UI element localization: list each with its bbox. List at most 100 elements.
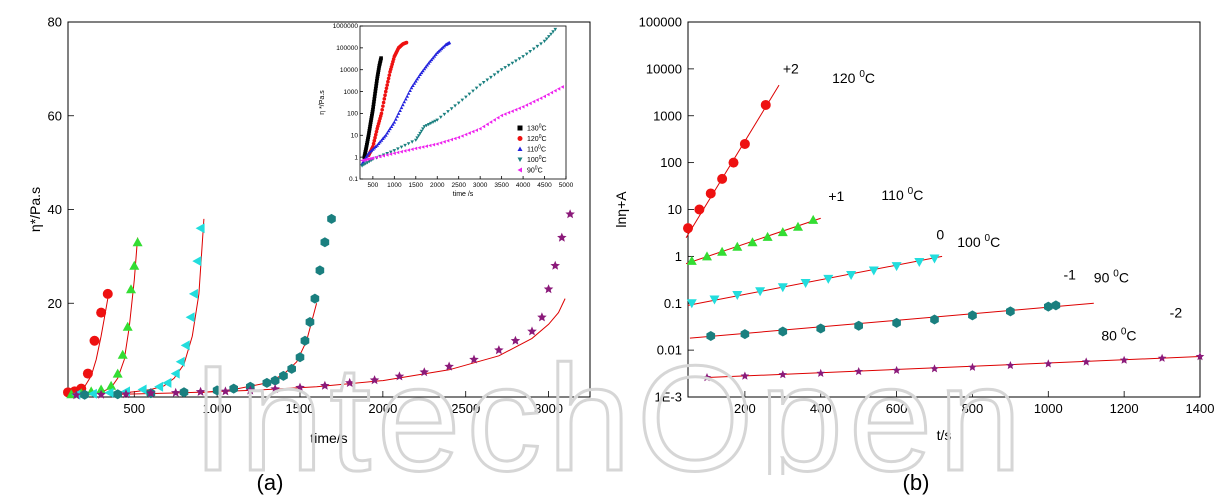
inset-point-100 bbox=[499, 68, 504, 72]
inset-point-130 bbox=[364, 144, 369, 149]
b-point-80 bbox=[740, 371, 750, 380]
a-point-80 bbox=[171, 387, 181, 397]
inset-legend-label: 1300C bbox=[527, 124, 547, 133]
inset-point-130 bbox=[370, 109, 375, 114]
inset-point-100 bbox=[481, 81, 486, 85]
b-temp-label: 120 0C bbox=[832, 69, 875, 86]
b-temp-label: 80 0C bbox=[1101, 327, 1136, 344]
a-point-100 bbox=[154, 381, 164, 392]
inset-point-110 bbox=[389, 124, 394, 128]
a-point-110 bbox=[129, 260, 140, 270]
b-point-110 bbox=[762, 231, 773, 241]
inset-point-100 bbox=[426, 123, 431, 127]
a-point-100 bbox=[170, 368, 180, 379]
inset-ytick-label: 1 bbox=[354, 154, 358, 161]
b-point-80 bbox=[1119, 355, 1129, 364]
inset-point-90 bbox=[435, 142, 439, 146]
b-offset-label: -1 bbox=[1063, 267, 1076, 283]
inset-point-120 bbox=[381, 104, 385, 108]
inset-point-90 bbox=[446, 138, 450, 143]
inset-point-100 bbox=[399, 145, 404, 149]
inset-point-100 bbox=[442, 112, 447, 117]
inset-point-90 bbox=[539, 96, 543, 100]
a-point-100 bbox=[180, 340, 190, 351]
b-ytick-label: 100 bbox=[660, 155, 682, 170]
a-point-90 bbox=[270, 375, 280, 386]
inset-ytick-label: 100 bbox=[347, 111, 358, 118]
inset-point-100 bbox=[517, 57, 522, 61]
inset-point-90 bbox=[464, 132, 468, 137]
inset-xlabel: time /s bbox=[453, 191, 474, 198]
inset-point-110 bbox=[394, 117, 398, 121]
inset-point-130 bbox=[370, 111, 374, 116]
b-point-120 bbox=[739, 138, 750, 149]
inset-xtick-label: 2500 bbox=[451, 182, 466, 189]
b-temp-label: 110 0C bbox=[881, 186, 923, 203]
inset-point-110 bbox=[411, 83, 415, 87]
inset-point-90 bbox=[528, 101, 532, 106]
a-point-110 bbox=[126, 284, 136, 294]
inset-point-90 bbox=[414, 146, 418, 151]
inset-legend-label: 1200C bbox=[527, 134, 547, 143]
inset-point-100 bbox=[535, 44, 540, 49]
b-point-100 bbox=[800, 279, 811, 288]
inset-point-100 bbox=[542, 39, 547, 44]
a-point-80 bbox=[295, 382, 305, 392]
inset-point-110 bbox=[408, 88, 412, 92]
b-xlabel: t/s bbox=[937, 427, 952, 443]
inset-point-90 bbox=[453, 136, 457, 141]
a-point-90 bbox=[320, 237, 330, 248]
inset-point-110 bbox=[375, 143, 379, 147]
inset-point-100 bbox=[503, 66, 507, 70]
inset-point-100 bbox=[514, 59, 518, 63]
a-point-90 bbox=[229, 383, 238, 394]
inset-point-100 bbox=[367, 160, 372, 164]
inset-point-90 bbox=[524, 103, 529, 107]
a-point-90 bbox=[287, 363, 296, 374]
inset-xtick-label: 3000 bbox=[473, 182, 488, 189]
inset-point-100 bbox=[521, 55, 525, 59]
b-point-90 bbox=[854, 320, 863, 331]
inset-point-110 bbox=[432, 54, 437, 58]
b-point-90 bbox=[740, 329, 750, 340]
a-ytick-label: 80 bbox=[48, 15, 62, 30]
inset-point-110 bbox=[382, 135, 387, 139]
inset-point-100 bbox=[456, 101, 461, 105]
b-ytick-label: 1000 bbox=[653, 108, 682, 123]
inset-point-90 bbox=[421, 145, 425, 149]
b-ytick-label: 0.1 bbox=[664, 296, 682, 311]
a-point-80 bbox=[369, 375, 380, 385]
b-offset-label: +2 bbox=[783, 60, 799, 76]
inset-ytick-label: 1000000 bbox=[333, 23, 359, 30]
inset-xtick-label: 1000 bbox=[387, 182, 402, 189]
a-point-80 bbox=[146, 388, 156, 398]
b-point-100 bbox=[891, 262, 902, 272]
a-point-120 bbox=[102, 288, 113, 299]
a-point-80 bbox=[444, 361, 454, 371]
inset-point-90 bbox=[503, 112, 507, 116]
inset-point-130 bbox=[371, 102, 376, 107]
inset-point-110 bbox=[421, 69, 425, 73]
inset-point-110 bbox=[416, 75, 421, 79]
inset-point-90 bbox=[560, 85, 564, 89]
inset-point-90 bbox=[385, 153, 389, 157]
inset-point-110 bbox=[447, 40, 452, 45]
inset-point-130 bbox=[371, 107, 375, 112]
inset-point-90 bbox=[406, 148, 411, 152]
inset-point-100 bbox=[421, 127, 425, 131]
inset-legend-label: 900C bbox=[527, 166, 543, 175]
b-point-90 bbox=[706, 331, 716, 341]
inset-point-90 bbox=[489, 120, 493, 124]
a-point-80 bbox=[510, 335, 521, 345]
b-xtick-label: 400 bbox=[810, 401, 832, 416]
b-point-90 bbox=[1051, 300, 1061, 311]
a-ytick-label: 20 bbox=[48, 296, 62, 311]
b-point-90 bbox=[1044, 301, 1053, 312]
inset-point-100 bbox=[496, 70, 500, 75]
a-point-80 bbox=[345, 377, 355, 387]
inset-point-90 bbox=[369, 156, 373, 161]
inset-point-100 bbox=[422, 125, 427, 129]
inset-point-110 bbox=[398, 108, 402, 112]
b-ylabel: lnη+A bbox=[613, 191, 629, 228]
a-xtick-label: 2000 bbox=[368, 401, 397, 416]
